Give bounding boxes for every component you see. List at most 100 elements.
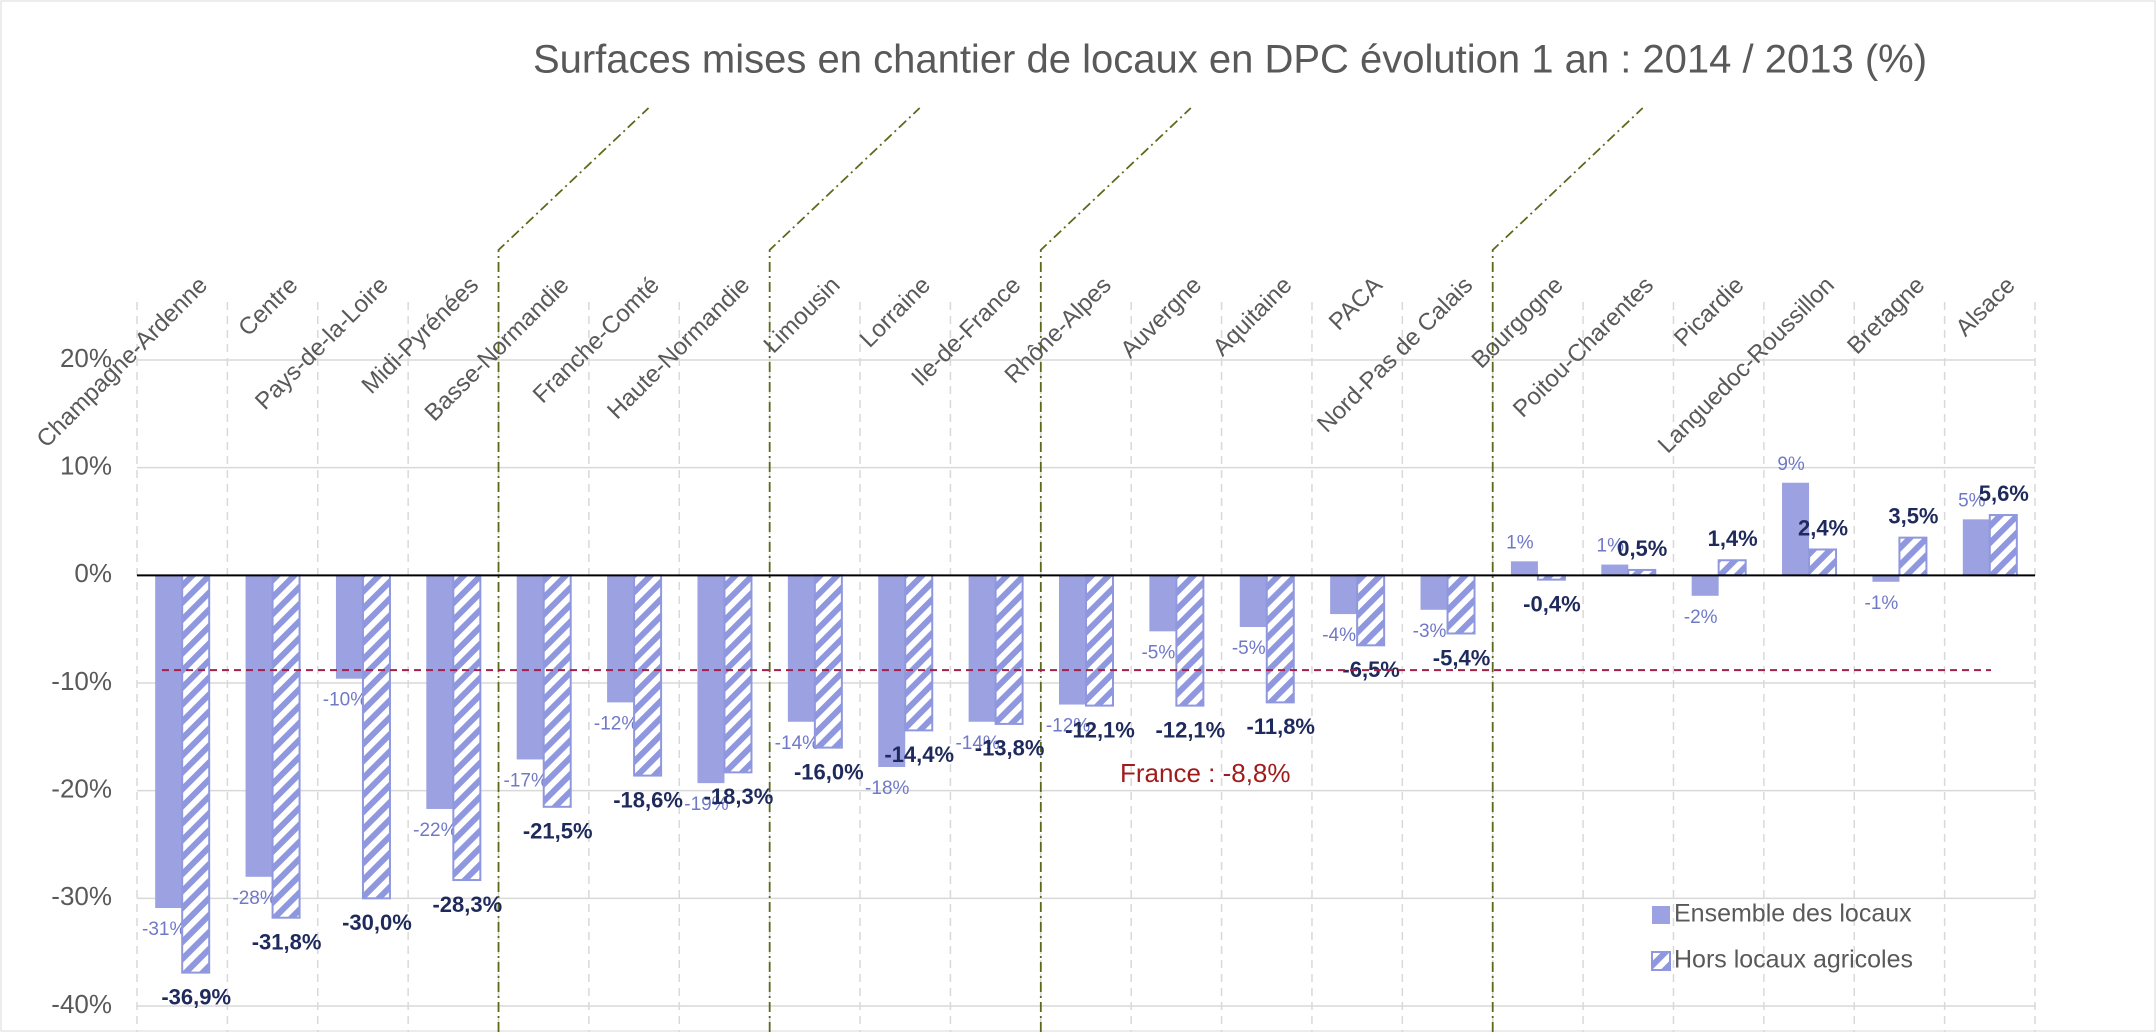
y-tick-label: -40% (51, 989, 112, 1019)
group-separator (1039, 107, 1192, 1032)
x-tick-label: Languedoc-Roussillon (1653, 272, 1840, 459)
bar (1808, 548, 1838, 577)
bar (1085, 574, 1114, 707)
data-label: -11,8% (1247, 714, 1316, 739)
bar (1782, 482, 1810, 576)
x-tick-label: Champagne-Ardenne (32, 272, 213, 453)
data-label: -18,3% (704, 784, 774, 809)
bar (361, 574, 391, 900)
data-label: -5% (1232, 638, 1266, 659)
data-label: -14% (775, 733, 819, 754)
bar (787, 575, 815, 722)
data-label: -16,0% (794, 759, 864, 784)
data-label: -12% (594, 713, 638, 734)
data-label: -21,5% (523, 819, 593, 844)
bar (633, 574, 663, 777)
bar (1962, 519, 1990, 576)
data-label: -22% (413, 820, 457, 841)
bar (994, 574, 1024, 725)
data-label: -31% (142, 919, 186, 940)
data-label: -5,4% (1433, 645, 1490, 670)
data-label: -30,0% (342, 910, 412, 935)
data-label: -17% (504, 770, 548, 791)
bar (1988, 514, 2018, 577)
group-separator (1491, 107, 1644, 1032)
bar (181, 574, 211, 974)
bar (1239, 575, 1267, 628)
data-label: 1% (1597, 536, 1625, 557)
bar (1872, 575, 1900, 582)
legend-swatch (1651, 951, 1671, 971)
data-label: 3,5% (1888, 503, 1938, 528)
data-label: -12% (1046, 716, 1090, 737)
data-label: -18% (865, 778, 909, 799)
y-tick-label: -10% (51, 666, 112, 696)
bar (697, 575, 725, 784)
data-label: 9% (1777, 454, 1805, 475)
bar (542, 574, 572, 808)
data-label: -12,1% (1156, 717, 1226, 742)
y-tick-label: 10% (60, 451, 112, 481)
bar (452, 574, 482, 882)
x-tick-label: PACA (1324, 272, 1388, 336)
bar (1691, 575, 1719, 596)
reference-label: France : -8,8% (1120, 758, 1291, 788)
data-label: -31,8% (252, 930, 322, 955)
bar (426, 575, 454, 809)
chart-title: Surfaces mises en chantier de locaux en … (533, 38, 1927, 82)
data-label: -18,6% (613, 787, 683, 812)
x-tick-label: Nord-Pas de Calais (1312, 272, 1478, 438)
group-separator (768, 107, 921, 1032)
bar (1330, 575, 1358, 615)
data-label: -19% (684, 794, 728, 815)
bar (1420, 575, 1448, 610)
data-label: -10% (323, 690, 367, 711)
x-tick-label: Lorraine (855, 272, 936, 353)
x-tick-label: Limousin (759, 272, 846, 359)
bar (1510, 561, 1538, 576)
bar (968, 575, 996, 722)
bar (1175, 574, 1205, 707)
data-label: -14,4% (884, 742, 954, 767)
bar (1446, 574, 1476, 635)
data-label: 2,4% (1798, 515, 1848, 540)
bar (813, 574, 843, 749)
bar (878, 575, 906, 767)
data-label: 5,6% (1979, 481, 2029, 506)
legend-label: Ensemble des locaux (1674, 900, 1912, 928)
legend-swatch (1652, 906, 1670, 924)
data-label: -14% (955, 733, 999, 754)
data-label: -5% (1141, 642, 1175, 663)
bar (607, 575, 635, 703)
data-label: -0,4% (1523, 591, 1580, 616)
data-label: 1% (1506, 532, 1534, 553)
bar (271, 574, 301, 919)
data-label: 0,5% (1617, 536, 1667, 561)
y-tick-label: -30% (51, 881, 112, 911)
data-label: -36,9% (161, 984, 231, 1009)
x-tick-label: Centre (233, 272, 303, 342)
y-tick-label: 20% (60, 343, 112, 373)
bar (335, 575, 363, 679)
data-label: -1% (1865, 593, 1899, 614)
bar (723, 574, 753, 774)
bar (245, 575, 273, 877)
data-label: -12,1% (1065, 717, 1135, 742)
bar (1601, 564, 1629, 576)
bar (155, 575, 183, 909)
y-tick-label: 0% (74, 558, 112, 588)
x-tick-label: Picardie (1669, 272, 1749, 352)
data-label: 1,4% (1708, 526, 1758, 551)
data-label: 5% (1958, 490, 1986, 511)
bar (904, 574, 934, 732)
bar (1356, 574, 1386, 647)
group-separator (497, 107, 650, 1032)
bar (516, 575, 544, 760)
bar (1898, 536, 1928, 577)
y-tick-label: -20% (51, 774, 112, 804)
data-label: -2% (1684, 607, 1718, 628)
data-label: -28% (232, 888, 276, 909)
x-tick-label: Bretagne (1842, 272, 1930, 360)
